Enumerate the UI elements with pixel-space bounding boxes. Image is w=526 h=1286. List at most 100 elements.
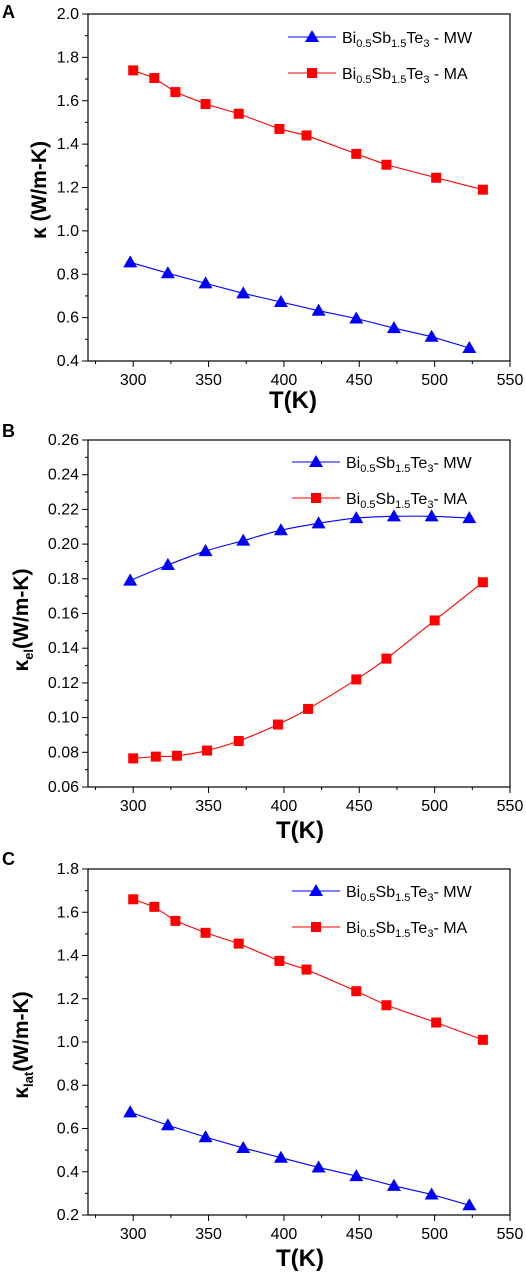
data-point-mw: [386, 1178, 401, 1191]
chart-panel-a: A 300 350 400 450 500 550 0.4 0.6 0.8 1.0 1.2 1.4 1.6…: [2, 2, 523, 414]
y-tick-label: 0.18: [48, 571, 79, 588]
legend-marker-ma: [311, 922, 321, 932]
x-tick-label: 500: [421, 798, 448, 815]
legend-label: Bi0.5Sb1.5Te3 - MA: [342, 66, 468, 86]
data-point-mw: [123, 573, 138, 586]
legend-subscript: 0.5: [360, 463, 375, 475]
x-axis-title: T(K): [276, 817, 324, 844]
y-axis-title: κlat(W/m-K): [10, 991, 36, 1098]
y-tick-label: 1.4: [57, 948, 79, 965]
legend-text-part: - MW: [429, 30, 473, 47]
data-point-ma: [301, 130, 312, 141]
data-point-mw: [386, 321, 401, 334]
legend-label: Bi0.5Sb1.5Te3- MA: [346, 920, 468, 940]
data-point-mw: [311, 516, 326, 529]
data-point-mw: [349, 311, 364, 324]
legend-text-part: - MW: [433, 884, 472, 901]
legend-label: Bi0.5Sb1.5Te3- MA: [346, 491, 468, 511]
legend-subscript: 0.5: [360, 928, 375, 940]
legend-marker-mw: [309, 455, 323, 468]
data-point-mw: [386, 509, 401, 522]
x-tick-label: 450: [346, 1226, 373, 1243]
chart-panel-c: C 300 350 400 450 500 550 0.2 0.4 0.6 0.8 1.0 1.2 1.4…: [2, 849, 523, 1272]
legend-text-part: Bi: [342, 66, 356, 83]
y-tick-label: 0.8: [57, 266, 79, 283]
x-tick-label: 300: [120, 798, 147, 815]
y-tick-label: 0.22: [48, 501, 79, 518]
data-point-mw: [462, 511, 477, 524]
legend-subscript: 1.5: [391, 74, 406, 86]
legend-marker-mw: [309, 884, 323, 897]
y-axis-title: κel(W/m-K): [10, 568, 36, 671]
y-tick-label: 2.0: [57, 6, 79, 23]
data-point-mw: [198, 1130, 213, 1143]
legend-subscript: 1.5: [391, 38, 406, 50]
data-point-ma: [200, 99, 211, 110]
x-tick-label: 550: [497, 1226, 524, 1243]
data-point-ma: [128, 753, 139, 764]
x-tick-label: 550: [497, 798, 524, 815]
x-tick-label: 350: [195, 1226, 222, 1243]
y-axis-title-units: (W/m-K): [10, 568, 33, 648]
data-point-ma: [274, 955, 285, 966]
series-ma: [128, 65, 488, 195]
legend-text-part: Bi: [346, 455, 360, 472]
legend: Bi0.5Sb1.5Te3- MW Bi0.5Sb1.5Te3- MA: [292, 455, 473, 511]
data-point-ma: [477, 577, 488, 588]
legend-text-part: Sb: [376, 920, 396, 937]
x-tick-label: 550: [497, 372, 524, 389]
data-point-ma: [381, 159, 392, 170]
y-axis-title-subscript: el: [21, 649, 36, 660]
legend-label: Bi0.5Sb1.5Te3- MW: [346, 884, 473, 904]
y-tick-label: 0.14: [48, 640, 79, 657]
data-point-mw: [424, 1187, 439, 1200]
panel-letter: A: [2, 2, 15, 22]
y-tick-label: 0.16: [48, 606, 79, 623]
series-mw: [123, 1105, 477, 1211]
legend-label: Bi0.5Sb1.5Te3- MW: [346, 455, 473, 475]
data-point-mw: [198, 544, 213, 557]
data-point-ma: [202, 745, 213, 756]
legend-subscript: 0.5: [360, 499, 375, 511]
y-tick-label: 0.4: [57, 353, 79, 370]
data-point-ma: [303, 703, 314, 714]
y-tick-label: 0.08: [48, 744, 79, 761]
legend-text-part: - MA: [433, 920, 467, 937]
x-tick-label: 300: [120, 372, 147, 389]
data-point-mw: [311, 1160, 326, 1173]
y-axis-title-main: κ (W/m-K): [28, 141, 51, 239]
series-ma: [128, 894, 488, 1045]
data-point-mw: [236, 286, 251, 299]
x-tick-label: 400: [271, 1226, 298, 1243]
data-point-ma: [149, 72, 160, 83]
data-point-mw: [123, 1105, 138, 1118]
series-line-mw: [130, 1111, 470, 1206]
x-tick-label: 500: [421, 372, 448, 389]
legend-subscript: 3: [427, 499, 433, 511]
data-point-mw: [198, 276, 213, 289]
legend-subscript: 0.5: [356, 74, 371, 86]
legend: Bi0.5Sb1.5Te3 - MW Bi0.5Sb1.5Te3 - MA: [288, 30, 473, 86]
series-mw: [123, 255, 477, 354]
legend-subscript: 0.5: [360, 892, 375, 904]
data-point-ma: [351, 674, 362, 685]
data-point-ma: [149, 901, 160, 912]
y-axis-title-main: κ: [10, 1087, 33, 1099]
data-point-mw: [160, 557, 175, 570]
data-point-ma: [170, 87, 181, 98]
data-point-mw: [123, 255, 138, 268]
legend-subscript: 3: [427, 463, 433, 475]
legend: Bi0.5Sb1.5Te3- MW Bi0.5Sb1.5Te3- MA: [292, 884, 473, 940]
series-line-ma: [133, 69, 484, 191]
data-point-mw: [462, 1198, 477, 1211]
y-axis-title-main: κ: [10, 660, 33, 672]
data-point-ma: [200, 927, 211, 938]
legend-subscript: 3: [423, 74, 429, 86]
y-tick-label: 1.2: [57, 991, 79, 1008]
legend-label: Bi0.5Sb1.5Te3 - MW: [342, 30, 473, 50]
data-point-mw: [273, 523, 288, 536]
data-point-mw: [236, 1140, 251, 1154]
data-point-ma: [477, 1034, 488, 1045]
data-point-ma: [272, 719, 283, 730]
x-axis-title: T(K): [269, 387, 317, 414]
